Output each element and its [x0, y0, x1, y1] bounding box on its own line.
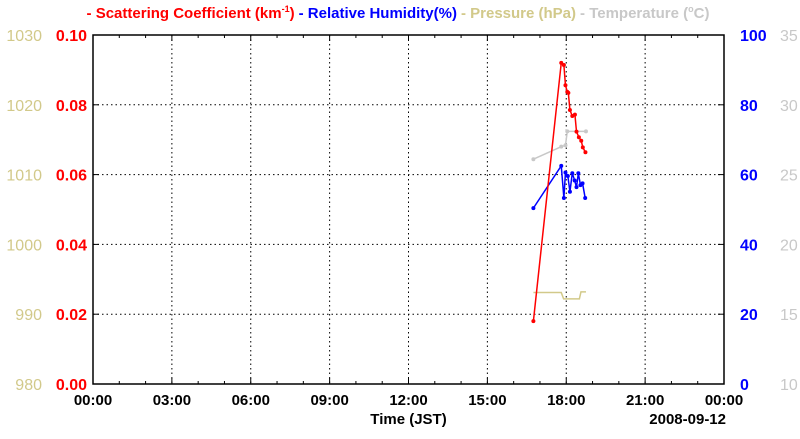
x-tick-label: 15:00 [468, 392, 506, 409]
temperature-tick-label: 20 [780, 237, 798, 254]
series-line-scattering [532, 61, 587, 322]
scattering-tick-label: 0.00 [56, 377, 87, 394]
data-point-humidity [572, 178, 577, 183]
temperature-tick-label: 35 [780, 28, 798, 45]
data-point-scattering [567, 108, 572, 113]
data-point-scattering [583, 150, 588, 155]
temperature-tick-label: 10 [780, 377, 798, 394]
scattering-tick-label: 0.06 [56, 168, 87, 185]
legend: - Scattering Coefficient (km-1) - Relativ… [0, 4, 800, 22]
data-point-temperature [559, 144, 564, 149]
x-tick-label: 09:00 [310, 392, 348, 409]
data-point-humidity [583, 195, 588, 200]
data-point-humidity [531, 206, 536, 211]
data-point-humidity [580, 181, 585, 186]
temperature-tick-label: 15 [780, 307, 798, 324]
legend-superscript: o [688, 4, 694, 14]
legend-label: Pressure (hPa) [470, 5, 577, 22]
pressure-tick-label: 1010 [6, 168, 42, 185]
data-point-humidity [559, 163, 564, 168]
data-point-scattering [561, 63, 566, 68]
x-tick-label: 00:00 [74, 392, 112, 409]
scattering-tick-label: 0.04 [56, 237, 87, 254]
data-point-humidity [561, 195, 566, 200]
x-tick-label: 00:00 [705, 392, 743, 409]
legend-entry: - Pressure (hPa) [460, 5, 577, 22]
x-tick-label: 12:00 [389, 392, 427, 409]
temperature-tick-label: 30 [780, 98, 798, 115]
data-point-humidity [570, 171, 575, 176]
data-point-temperature [531, 157, 536, 162]
data-point-temperature [583, 129, 588, 134]
data-point-scattering [531, 319, 536, 324]
pressure-tick-label: 990 [15, 307, 42, 324]
pressure-tick-label: 1030 [6, 28, 42, 45]
scattering-tick-label: 0.02 [56, 307, 87, 324]
x-tick-label: 21:00 [626, 392, 664, 409]
data-point-scattering [572, 112, 577, 117]
pressure-tick-label: 1000 [6, 237, 42, 254]
humidity-tick-label: 100 [740, 28, 767, 45]
humidity-tick-label: 40 [740, 237, 758, 254]
x-tick-label: 06:00 [232, 392, 270, 409]
pressure-tick-label: 1020 [6, 98, 42, 115]
scattering-tick-label: 0.10 [56, 28, 87, 45]
data-point-humidity [565, 173, 570, 178]
temperature-tick-label: 25 [780, 168, 798, 185]
data-point-humidity [576, 171, 581, 176]
data-point-temperature [565, 129, 570, 134]
data-point-humidity [567, 189, 572, 194]
humidity-tick-label: 0 [740, 377, 749, 394]
data-point-scattering [566, 90, 571, 95]
x-tick-label: 03:00 [153, 392, 191, 409]
data-point-humidity [563, 170, 568, 175]
humidity-tick-label: 60 [740, 168, 758, 185]
data-point-humidity [574, 185, 579, 190]
legend-entry: - Scattering Coefficient (km-1) [86, 4, 295, 22]
x-axis-label: Time (JST) [370, 411, 446, 428]
series-line-pressure [533, 291, 586, 300]
legend-superscript: -1 [281, 4, 290, 14]
plot-frame [92, 34, 725, 385]
data-point-scattering [563, 83, 568, 88]
data-point-scattering [576, 135, 581, 140]
x-tick-label: 18:00 [547, 392, 585, 409]
legend-label: Temperature ( [589, 5, 689, 22]
data-point-temperature [563, 143, 568, 148]
legend-label: Relative Humidity(%) [307, 5, 457, 22]
data-point-scattering [579, 138, 584, 143]
pressure-tick-label: 980 [15, 377, 42, 394]
humidity-tick-label: 20 [740, 307, 758, 324]
data-point-scattering [580, 145, 585, 150]
legend-label: Scattering Coefficient (km [95, 5, 282, 22]
data-point-scattering [574, 129, 579, 134]
legend-entry: - Relative Humidity(%) [298, 5, 457, 22]
humidity-tick-label: 80 [740, 98, 758, 115]
date-label: 2008-09-12 [649, 411, 726, 428]
legend-entry: - Temperature (oC) [580, 4, 710, 22]
scattering-tick-label: 0.08 [56, 98, 87, 115]
